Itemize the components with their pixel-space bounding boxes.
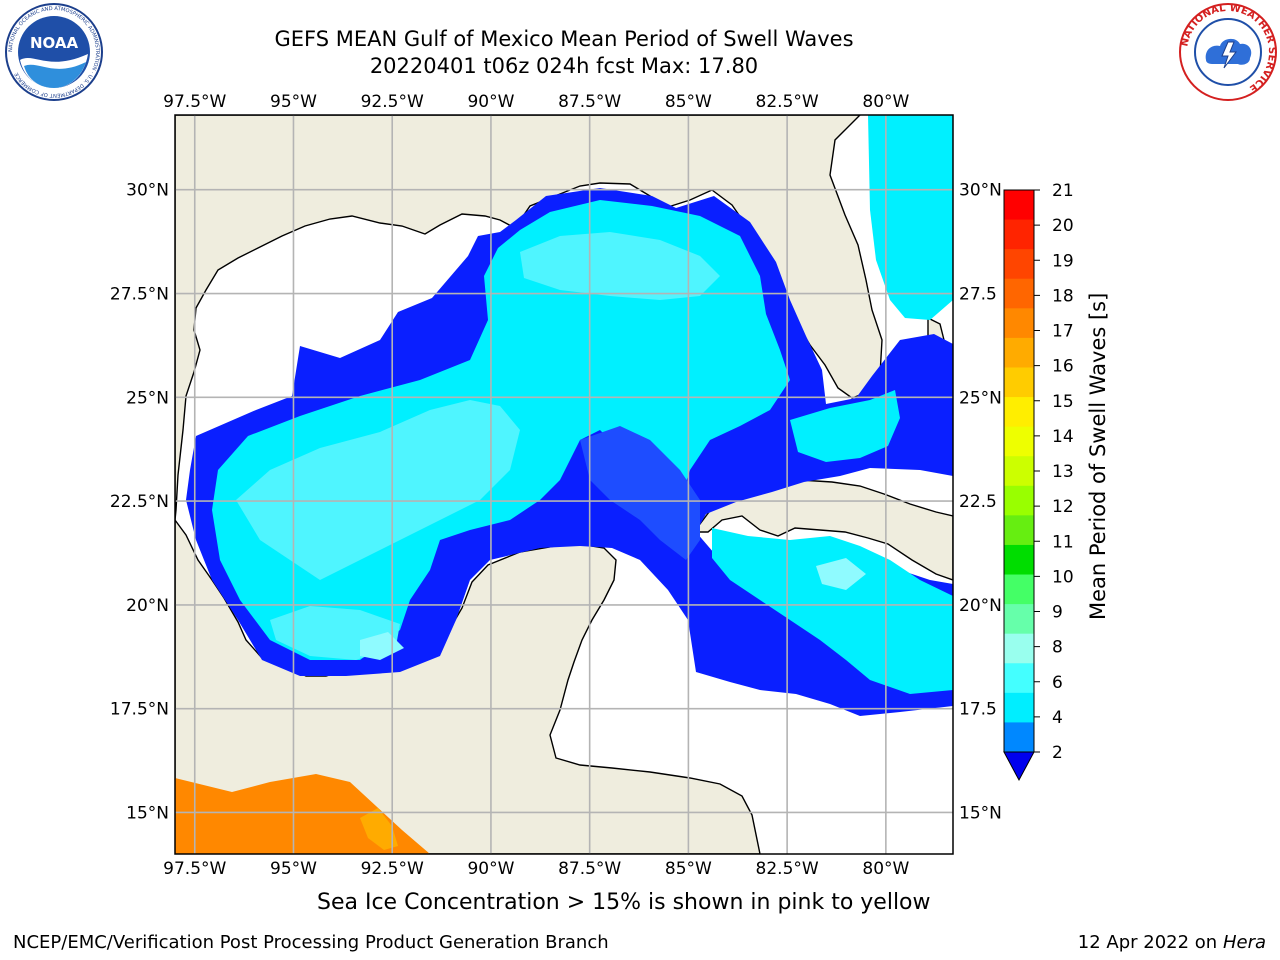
sea-ice-note: Sea Ice Concentration > 15% is shown in … (317, 890, 931, 915)
colorbar-tick-label: 13 (1052, 462, 1074, 482)
nws-logo: NATIONAL WEATHER SERVICE (1179, 3, 1277, 101)
colorbar-tick-label: 8 (1052, 638, 1063, 658)
lat-label-right: 17.5 (959, 700, 997, 720)
lat-label-right: 22.5 (959, 492, 997, 512)
colorbar-segment (1004, 367, 1034, 398)
colorbar-tick-label: 9 (1052, 603, 1063, 623)
swell-contour-4-6s-straits (790, 390, 900, 462)
colorbar-segment (1004, 574, 1034, 605)
colorbar-segment (1004, 633, 1034, 664)
lat-label-left: 30°N (126, 181, 169, 201)
colorbar-tick-label: 16 (1052, 357, 1074, 377)
lon-label-bottom: 82.5°W (756, 859, 819, 879)
lon-label-bottom: 90°W (467, 859, 514, 879)
org-credit: NCEP/EMC/Verification Post Processing Pr… (13, 932, 609, 953)
swell-contour-6-8s (236, 400, 520, 580)
noaa-logo-text: NOAA (30, 34, 79, 52)
colorbar-segment (1004, 219, 1034, 250)
lon-label-bottom: 97.5°W (163, 859, 226, 879)
lon-label-top: 95°W (270, 92, 317, 112)
swell-contour-16-17s-pacific (175, 774, 430, 854)
colorbar-segment (1004, 190, 1034, 221)
swell-contour-6-8s-n (520, 232, 720, 300)
colorbar-segment (1004, 278, 1034, 309)
map-title: GEFS MEAN Gulf of Mexico Mean Period of … (274, 27, 854, 51)
lat-label-right: 15°N (959, 803, 1002, 823)
lat-label-left: 27.5°N (110, 285, 169, 305)
colorbar-segment (1004, 485, 1034, 516)
colorbar-segment (1004, 249, 1034, 280)
map-subtitle: 20220401 t06z 024h fcst Max: 17.80 (369, 54, 759, 78)
lat-label-left: 17.5°N (110, 700, 169, 720)
colorbar-tick-label: 17 (1052, 322, 1074, 342)
colorbar-tick-label: 12 (1052, 497, 1074, 517)
lon-label-top: 85°W (665, 92, 712, 112)
lat-label-left: 20°N (126, 596, 169, 616)
lat-label-right: 25°N (959, 388, 1002, 408)
colorbar-segment (1004, 544, 1034, 576)
colorbar-segment (1004, 604, 1034, 635)
lon-label-bottom: 95°W (270, 859, 317, 879)
lat-label-left: 22.5°N (110, 492, 169, 512)
lon-label-bottom: 80°W (862, 859, 909, 879)
colorbar-segment (1004, 308, 1034, 339)
noaa-logo: NOAA NATIONAL OCEANIC AND ATMOSPHERIC AD… (5, 3, 103, 101)
lon-label-bottom: 92.5°W (361, 859, 424, 879)
map-gridlines (175, 115, 953, 854)
colorbar-tick-label: 20 (1052, 216, 1074, 236)
lon-label-top: 82.5°W (756, 92, 819, 112)
lon-label-top: 90°W (467, 92, 514, 112)
swell-contour-4-6s-east (712, 528, 953, 694)
colorbar-tick-label: 15 (1052, 392, 1074, 412)
colorbar-tick-label: 21 (1052, 181, 1074, 201)
colorbar-extend-arrow (1003, 751, 1035, 782)
colorbar-segment (1004, 692, 1034, 724)
colorbar-tick-label: 11 (1052, 532, 1074, 552)
lat-label-right: 30°N (959, 181, 1002, 201)
pacific-swell (175, 774, 430, 854)
run-machine: Hera (1222, 932, 1266, 953)
colorbar-tick-label: 19 (1052, 251, 1074, 271)
colorbar-label: Mean Period of Swell Waves [s] (1086, 292, 1110, 620)
colorbar-tick-label: 10 (1052, 567, 1074, 587)
swell-contour-17-18s-pacific (360, 808, 398, 850)
colorbar-segment (1004, 397, 1034, 428)
lon-label-top: 92.5°W (361, 92, 424, 112)
colorbar-segment (1004, 722, 1034, 753)
lon-label-top: 97.5°W (163, 92, 226, 112)
lat-label-left: 25°N (126, 388, 169, 408)
colorbar-tick-label: 2 (1052, 743, 1063, 763)
colorbar-tick-label: 14 (1052, 427, 1074, 447)
swell-ribbon-yucatan (580, 426, 700, 560)
colorbar-segment (1004, 456, 1034, 487)
lat-label-right: 27.5 (959, 285, 997, 305)
lat-label-left: 15°N (126, 803, 169, 823)
lon-label-bottom: 87.5°W (558, 859, 621, 879)
swell-field (186, 115, 953, 716)
swell-contour-8-9s-e (816, 558, 866, 590)
colorbar: 21 20 19 18 17 16 15 14 13 12 11 10 9 8 6 4 2 (1003, 181, 1074, 782)
colorbar-segment (1004, 337, 1034, 369)
colorbar-tick-label: 18 (1052, 286, 1074, 306)
lon-label-top: 80°W (862, 92, 909, 112)
colorbar-segment (1004, 515, 1034, 546)
lon-label-bottom: 85°W (665, 859, 712, 879)
colorbar-tick-label: 4 (1052, 708, 1063, 728)
colorbar-tick-label: 6 (1052, 673, 1063, 693)
lat-label-right: 20°N (959, 596, 1002, 616)
run-date-text: 12 Apr 2022 on (1077, 932, 1223, 953)
colorbar-segment (1004, 663, 1034, 694)
run-date: 12 Apr 2022 on Hera (1078, 932, 1266, 953)
swell-contour-4-6s-atlantic (868, 115, 953, 320)
colorbar-segment (1004, 426, 1034, 457)
lon-label-top: 87.5°W (558, 92, 621, 112)
map-frame (174, 114, 954, 855)
